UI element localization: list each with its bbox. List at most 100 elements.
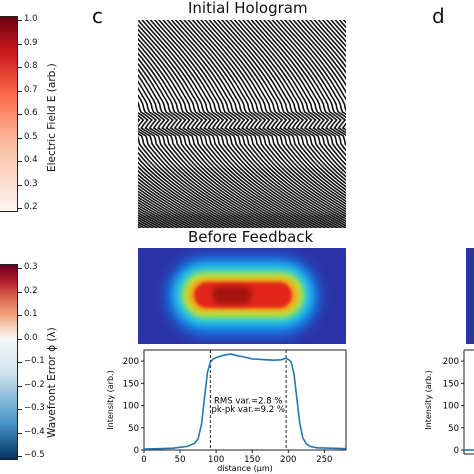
hologram-fringe (250, 20, 346, 157)
x-tick-label: 50 (175, 455, 186, 465)
x-tick-label: 150 (244, 455, 260, 465)
hologram-fringe (275, 20, 346, 129)
wavefront-error-colorbar (0, 264, 18, 460)
hologram-fringe (166, 20, 346, 220)
hologram-fringe (138, 173, 222, 228)
wavefront-error-tick-label: 0.0 (24, 332, 38, 343)
electric-field-tick-label: 0.3 (24, 178, 38, 189)
panel-d-y-tick-label: 50 (448, 424, 459, 434)
electric-field-tick-label: 0.9 (24, 37, 38, 48)
electric-field-tick-label: 0.6 (24, 108, 38, 118)
hologram-fringe (138, 33, 323, 228)
hologram-title: Initial Hologram (188, 0, 308, 17)
hologram-fringe (191, 20, 346, 205)
hologram-fringe (138, 132, 256, 228)
y-axis-label: Intensity (arb.) (106, 370, 115, 429)
hologram-fringe (195, 20, 346, 203)
hologram-fringe (138, 187, 205, 228)
hologram-fringe (138, 180, 214, 228)
intensity-line-chart: 0 50 100 150 200 250 0 50 100 150 200 RMS var.=2.8… (106, 349, 347, 473)
hologram-fringe (138, 165, 230, 228)
hologram-fringe (216, 20, 346, 188)
hologram-fringe (138, 57, 302, 228)
hologram-fringe (138, 161, 235, 228)
wavefront-error-tick-mark (18, 315, 22, 316)
hologram-fringe (138, 156, 239, 228)
panel-d-beam-image-edge (466, 248, 474, 344)
electric-field-tick-label: 0.7 (24, 84, 38, 95)
hologram-fringe (157, 20, 346, 225)
wavefront-error-tick-mark (18, 268, 22, 269)
panel-d-y-tick-label: 0 (454, 446, 459, 456)
x-tick-label: 250 (316, 455, 332, 465)
hologram-fringe (138, 80, 285, 228)
hologram-fringe (138, 62, 298, 228)
hologram-fringe (241, 20, 346, 166)
hologram-fringe (138, 86, 281, 228)
initial-hologram-image (138, 20, 346, 228)
hologram-fringe (254, 20, 346, 152)
hologram-fringe (170, 20, 346, 218)
hologram-fringe (271, 20, 346, 131)
wavefront-error-tick-label: −0.3 (24, 403, 45, 413)
hologram-fringe (138, 101, 272, 228)
hologram-fringe (138, 117, 260, 228)
hologram-fringe (138, 73, 289, 228)
hologram-fringe (138, 23, 331, 228)
electric-field-colorbar-label: Electric Field E (arb.) (46, 63, 58, 172)
rms-annotation: RMS var.=2.8 % (214, 396, 282, 406)
hologram-fringe (208, 20, 346, 194)
wavefront-error-tick-label: 0.3 (24, 262, 38, 272)
y-tick-label: 50 (128, 424, 139, 434)
before-feedback-title: Before Feedback (188, 228, 314, 246)
hologram-fringe (300, 20, 346, 74)
electric-field-tick-mark (18, 161, 22, 162)
hologram-fringe (183, 20, 346, 211)
hologram-fringe (138, 177, 218, 228)
hologram-fringe (145, 20, 344, 228)
hologram-fringe (162, 20, 346, 223)
hologram-fringe (283, 20, 346, 101)
electric-field-tick-mark (18, 208, 22, 209)
y-tick-label: 0 (134, 446, 139, 456)
hologram-fringe (229, 20, 346, 178)
hologram-fringe (225, 20, 346, 182)
wavefront-error-tick-label: −0.5 (24, 450, 45, 460)
hologram-fringe (288, 20, 346, 94)
x-axis-label: distance (μm) (217, 464, 273, 473)
hologram-fringe (138, 114, 264, 228)
y-tick-label: 150 (123, 379, 139, 389)
electric-field-tick-label: 0.4 (24, 155, 38, 165)
x-tick-label: 0 (141, 455, 146, 465)
electric-field-tick-mark (18, 184, 22, 186)
hologram-fringe (233, 20, 346, 175)
electric-field-tick-mark (18, 90, 22, 92)
hologram-fringe (138, 184, 209, 228)
hologram-fringe (296, 20, 346, 80)
hologram-fringe (138, 193, 197, 228)
hologram-fringe (138, 146, 247, 228)
wavefront-error-tick-label: −0.4 (24, 426, 45, 437)
hologram-fringe (313, 20, 346, 58)
electric-field-tick-mark (18, 137, 22, 139)
hologram-fringe (138, 20, 335, 228)
hologram-fringe (138, 169, 226, 228)
wavefront-error-tick-mark (18, 456, 22, 457)
electric-field-tick-label: 0.8 (24, 61, 38, 71)
electric-field-tick-mark (18, 43, 22, 45)
hologram-fringe (138, 52, 306, 228)
hologram-fringe (174, 20, 346, 215)
chart-plot-frame (143, 349, 347, 451)
hologram-fringe (149, 20, 346, 228)
wavefront-error-tick-label: 0.1 (24, 309, 38, 319)
pkpk-annotation: pk-pk var.=9.2 % (212, 405, 285, 415)
wavefront-error-tick-mark (18, 362, 22, 363)
hologram-fringe (138, 93, 277, 228)
electric-field-tick-label: 1.0 (24, 14, 38, 24)
wavefront-error-tick-mark (18, 432, 22, 434)
hologram-fringe (138, 68, 293, 228)
panel-d-y-tick-label: 200 (443, 357, 459, 367)
panel-d-y-tick-label: 150 (443, 379, 459, 389)
hologram-fringe (138, 37, 319, 228)
electric-field-tick-label: 0.5 (24, 131, 38, 142)
